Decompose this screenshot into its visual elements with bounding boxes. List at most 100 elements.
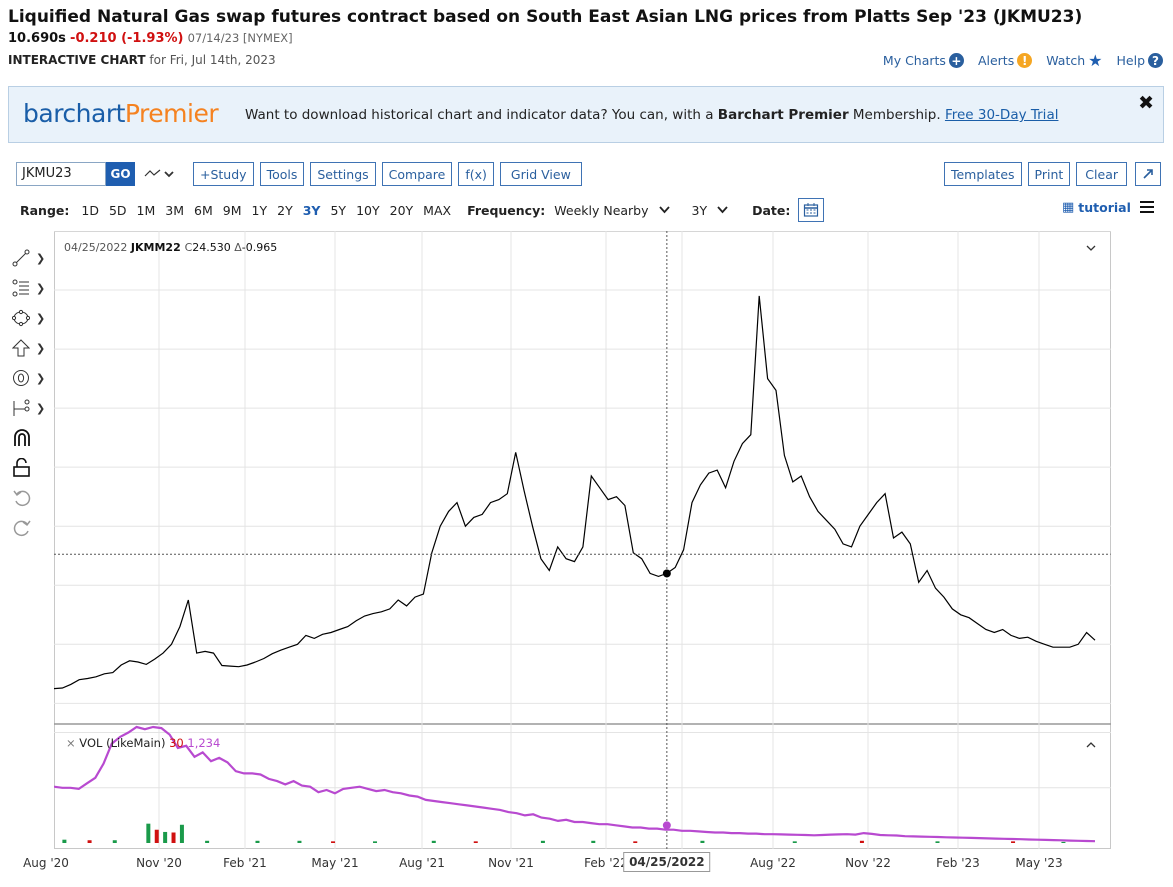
help-link[interactable]: Help? — [1117, 51, 1163, 70]
crosshair-info-part: C — [185, 241, 193, 254]
shape-tool-icon — [12, 309, 30, 327]
x-tick-label: Nov '22 — [845, 856, 891, 870]
measure-tool[interactable]: ❯ — [12, 393, 52, 423]
volume-bar — [373, 841, 378, 843]
range-9m[interactable]: 9M — [222, 202, 242, 218]
volume-bar — [792, 841, 797, 843]
arrow-tool[interactable]: ❯ — [12, 333, 52, 363]
volume-bar — [171, 832, 176, 843]
menu-button[interactable] — [1139, 199, 1155, 218]
chart-type-icon — [144, 169, 174, 178]
undo-icon — [13, 490, 31, 507]
banner-message-post: Membership. — [848, 107, 945, 123]
volume-bar — [431, 840, 436, 843]
fib-tool-icon — [12, 279, 29, 297]
menu-icon — [1140, 201, 1154, 213]
volume-indicator-part: VOL (LikeMain) — [79, 736, 169, 750]
crosshair-info-part: Δ — [234, 241, 242, 254]
x-tick-label: Aug '22 — [750, 856, 796, 870]
range-1y[interactable]: 1Y — [251, 202, 268, 218]
clear-button[interactable]: Clear — [1076, 162, 1127, 186]
volume-average-line — [53, 725, 1096, 843]
volume-bar — [540, 840, 545, 843]
range-6m[interactable]: 6M — [194, 202, 213, 218]
range-3m[interactable]: 3M — [165, 202, 185, 218]
tutorial-link[interactable]: ▦ tutorial — [1062, 200, 1131, 215]
price-chart[interactable]: 0.00010.00020.00030.00040.00050.00060.00… — [45, 224, 1167, 851]
chart-area[interactable]: 0.00010.00020.00030.00040.00050.00060.00… — [45, 224, 1167, 855]
film-icon: ▦ — [1062, 200, 1075, 215]
chevron-right-icon: ❯ — [36, 281, 46, 295]
banner-message-pre: Want to download historical chart and in… — [245, 107, 718, 123]
shape-tool[interactable]: ❯ — [12, 303, 52, 333]
volume-bar — [473, 841, 478, 843]
range-1m[interactable]: 1M — [136, 202, 156, 218]
frequency-select[interactable]: Weekly Nearby — [554, 202, 670, 218]
volume-bar — [112, 840, 117, 843]
range-5y[interactable]: 5Y — [330, 202, 347, 218]
undo-tool[interactable] — [12, 483, 52, 513]
volume-bar — [859, 840, 864, 843]
annotation-tool[interactable]: ❯ — [12, 363, 52, 393]
tools-button[interactable]: Tools — [259, 162, 305, 186]
range-1d[interactable]: 1D — [81, 202, 99, 218]
print-button[interactable]: Print — [1027, 162, 1071, 186]
expand-chevron-icon — [1086, 742, 1096, 748]
drawing-tools: ❯ ❯ ❯ ❯ ❯ ❯ — [12, 243, 52, 543]
range-2y[interactable]: 2Y — [277, 202, 293, 218]
volume-bar — [700, 840, 705, 843]
lock-tool[interactable] — [12, 453, 52, 483]
frequency-value: Weekly Nearby — [554, 202, 649, 218]
period-select[interactable]: 3Y — [692, 203, 729, 218]
star-icon: ★ — [1088, 51, 1103, 70]
chevron-right-icon: ❯ — [36, 371, 46, 385]
range-max[interactable]: MAX — [423, 202, 452, 218]
templates-button[interactable]: Templates — [943, 162, 1022, 186]
line-tool[interactable]: ❯ — [12, 243, 52, 273]
alerts-link[interactable]: Alerts! — [978, 51, 1033, 70]
volume-bar — [87, 840, 92, 843]
chart-type-dropdown[interactable] — [144, 162, 178, 186]
volume-indicator-part: 30 — [169, 736, 187, 750]
fib-tool[interactable]: ❯ — [12, 273, 52, 303]
volume-bar — [591, 840, 596, 843]
expand-button[interactable] — [1135, 162, 1161, 186]
fx-button[interactable]: f(x) — [458, 162, 494, 186]
watch-label: Watch — [1046, 53, 1086, 68]
logo-premier-text: Premier — [124, 99, 219, 128]
grid-view-button[interactable]: Grid View — [499, 162, 582, 186]
chevron-right-icon: ❯ — [36, 341, 46, 355]
arrow-tool-icon — [12, 339, 30, 357]
range-10y[interactable]: 10Y — [356, 202, 380, 218]
volume-bar — [163, 831, 168, 843]
line-tool-icon — [12, 249, 30, 267]
volume-bar — [146, 823, 151, 843]
chevron-right-icon: ❯ — [36, 311, 46, 325]
redo-icon — [13, 520, 31, 537]
date-label: Date: — [752, 202, 791, 218]
symbol-toolbar: JKMU23 GO — [16, 162, 178, 186]
go-button[interactable]: GO — [106, 162, 135, 186]
redo-tool[interactable] — [12, 513, 52, 543]
settings-button[interactable]: Settings — [310, 162, 376, 186]
free-trial-link[interactable]: Free 30-Day Trial — [944, 107, 1059, 123]
volume-bar — [297, 840, 302, 843]
magnet-tool[interactable] — [12, 423, 52, 453]
crosshair-volume-point — [662, 821, 671, 830]
my-charts-link[interactable]: My Charts + — [883, 51, 964, 70]
watch-link[interactable]: Watch ★ — [1046, 51, 1102, 70]
range-20y[interactable]: 20Y — [389, 202, 414, 218]
compare-button[interactable]: Compare — [381, 162, 453, 186]
interactive-chart-label: INTERACTIVE CHART — [8, 53, 146, 67]
close-icon[interactable]: ✖ — [1138, 92, 1154, 114]
add-study-button[interactable]: +Study — [193, 162, 254, 186]
date-picker-button[interactable] — [798, 198, 825, 222]
price-change: -0.210 (-1.93%) — [70, 31, 184, 46]
range-5d[interactable]: 5D — [108, 202, 127, 218]
chevron-down-icon — [717, 206, 728, 214]
banner-message-bold: Barchart Premier — [717, 107, 849, 123]
symbol-input[interactable]: JKMU23 — [16, 162, 106, 186]
range-3y[interactable]: 3Y — [302, 202, 321, 218]
volume-bar — [255, 840, 260, 843]
banner-message: Want to download historical chart and in… — [245, 107, 1058, 123]
